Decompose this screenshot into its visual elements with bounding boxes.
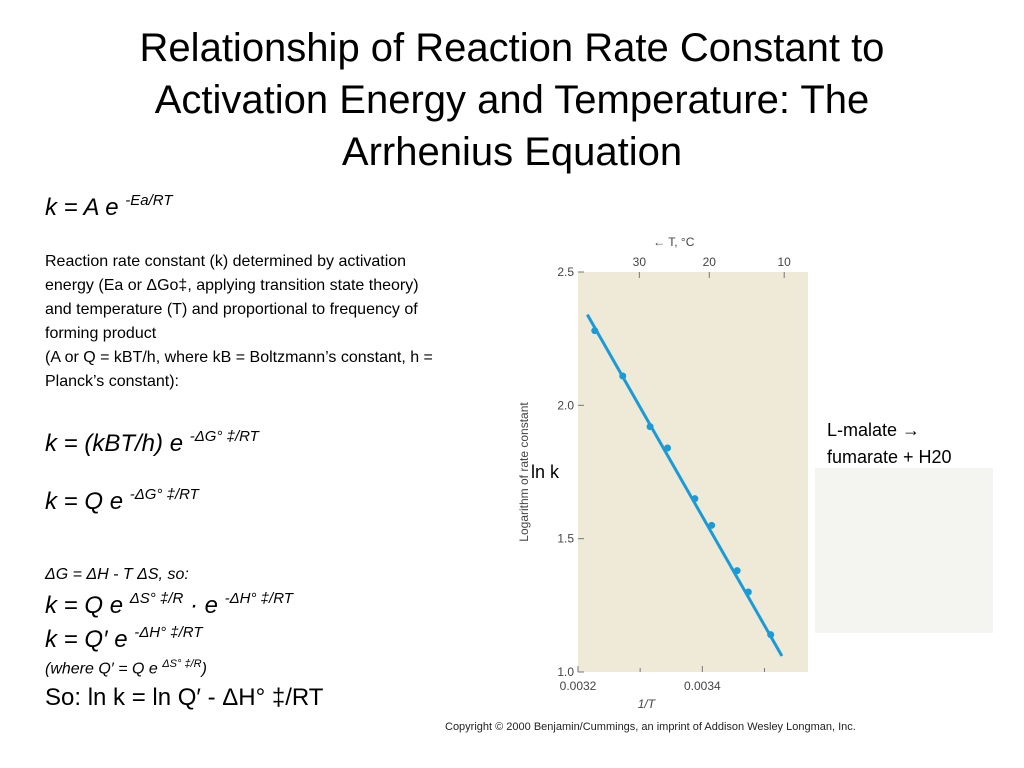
description-line: (A or Q = kBT/h, where kB = Boltzmann’s … [45, 349, 433, 366]
top-tick-label: 30 [633, 255, 647, 269]
arrhenius-equation: k = A e -Ea/RT [45, 192, 173, 222]
data-point [664, 444, 672, 452]
description: Reaction rate constant (k) determined by… [45, 250, 535, 394]
data-point [591, 327, 599, 335]
where-clause: (where Q′ = Q e ΔS° ‡/R) [45, 658, 207, 678]
data-point [733, 567, 741, 575]
x-tick-label: 0.0032 [560, 679, 597, 693]
eq3-exponent: -ΔG° ‡/RT [129, 486, 199, 503]
eq2-main: k = (kBT/h) e [45, 430, 190, 457]
arrhenius-plot: 1.0 1.5 2.0 2.5 0.0032 0.0034 1/T Logarithm of … [517, 235, 808, 711]
eq5-exponent-entropy: ΔS° ‡/R [129, 590, 184, 607]
eq7-exponent: ΔS° ‡/R [162, 658, 202, 670]
eq6-exponent: -ΔH° ‡/RT [134, 624, 203, 641]
reaction-label-line-1: L-malate → [827, 420, 921, 440]
enthalpy-equation: k = Q′ e -ΔH° ‡/RT [45, 624, 203, 654]
reaction-label-line-2: fumarate + H20 [827, 447, 952, 467]
y-tick-label: 2.0 [557, 398, 574, 412]
eq5-mid: · e [183, 592, 225, 619]
data-point [708, 521, 716, 529]
description-line: Reaction rate constant (k) determined by… [45, 253, 407, 270]
split-equation: k = Q e ΔS° ‡/R · e -ΔH° ‡/RT [45, 590, 293, 620]
y-tick-label: 2.5 [557, 265, 574, 279]
q-equation: k = Q e -ΔG° ‡/RT [45, 486, 199, 516]
data-point [691, 495, 699, 503]
y-axis-label: Logarithm of rate constant [517, 402, 531, 542]
eq3-main: k = Q e [45, 488, 130, 515]
description-line: Planck’s constant): [45, 373, 179, 390]
eq7-line: (where Q′ = Q e [45, 660, 163, 678]
title-line-3: Arrhenius Equation [341, 130, 683, 174]
x-tick-label: 0.0034 [684, 679, 721, 693]
description-line: forming product [45, 325, 157, 342]
description-line: energy (Ea or ΔGo‡, applying transition … [45, 277, 419, 294]
copyright-notice: Copyright © 2000 Benjamin/Cummings, an i… [445, 721, 856, 733]
eq5-main: k = Q e [45, 592, 130, 619]
background-panel [815, 468, 993, 633]
title-line-1: Relationship of Reaction Rate Constant t… [139, 26, 885, 70]
eq6-main: k = Q′ e [45, 626, 135, 653]
eq1-main: k = A e [45, 194, 126, 221]
top-tick-label: 10 [778, 255, 792, 269]
slide-title: Relationship of Reaction Rate Constant t… [40, 22, 984, 178]
series-line [586, 313, 784, 657]
top-tick-label: 20 [703, 255, 717, 269]
data-point [767, 631, 775, 639]
eq7-close: ) [201, 660, 207, 678]
title-line-2: Activation Energy and Temperature: The [154, 78, 870, 122]
gibbs-relation: ΔG = ΔH - T ΔS, so: [45, 566, 189, 583]
top-axis-label: ← T, °C [653, 235, 695, 249]
data-point [619, 372, 627, 380]
lnk-label: ln k [531, 462, 560, 482]
final-log-equation: So: ln k = ln Q′ - ΔH° ‡/RT [45, 684, 324, 711]
eq2-exponent: -ΔG° ‡/RT [189, 428, 259, 445]
plot-area [578, 272, 808, 672]
y-tick-label: 1.0 [557, 665, 574, 679]
data-point [646, 423, 654, 431]
eq5-exponent-enthalpy: -ΔH° ‡/RT [224, 590, 293, 607]
y-tick-label: 1.5 [557, 532, 574, 546]
description-line: and temperature (T) and proportional to … [45, 301, 418, 318]
data-point [744, 588, 752, 596]
eq1-exponent: -Ea/RT [125, 192, 173, 209]
x-axis-label: 1/T [638, 697, 657, 711]
eyring-equation: k = (kBT/h) e -ΔG° ‡/RT [45, 428, 259, 458]
